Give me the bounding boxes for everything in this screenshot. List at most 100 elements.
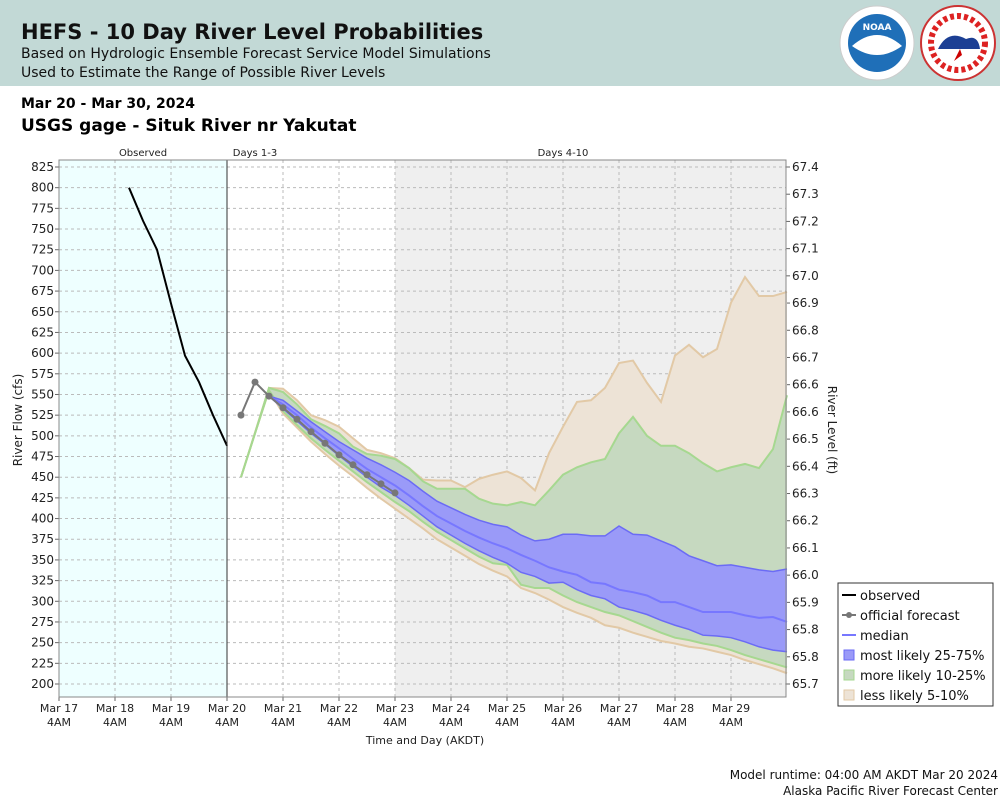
official-forecast-point: [307, 428, 315, 436]
y-right-axis-label: River Level (ft): [825, 386, 839, 474]
y-tick-label: 425: [31, 491, 54, 505]
x-tick-label-time: 4AM: [439, 716, 463, 729]
y-right-tick-label: 66.7: [792, 350, 819, 364]
y-right-tick-label: 66.5: [792, 432, 819, 446]
x-tick-label-time: 4AM: [215, 716, 239, 729]
y-right-tick-label: 66.2: [792, 514, 819, 528]
date-range: Mar 20 - Mar 30, 2024: [21, 96, 195, 112]
y-tick-label: 725: [31, 243, 54, 257]
y-tick-label: 800: [31, 181, 54, 195]
x-tick-label-time: 4AM: [383, 716, 407, 729]
x-tick-label-time: 4AM: [271, 716, 295, 729]
median-line: [268, 395, 788, 623]
page-title: HEFS - 10 Day River Level Probabilities: [21, 20, 484, 44]
y-tick-label: 200: [31, 677, 54, 691]
agency-logos: NOAA: [839, 5, 996, 81]
official-forecast-point: [251, 378, 259, 386]
legend-swatch-p25_75: [843, 649, 855, 661]
legend-label-observed: observed: [860, 589, 920, 604]
official-forecast-point: [363, 471, 371, 479]
forecast-center: Alaska Pacific River Forecast Center: [783, 784, 998, 798]
p25-line: [268, 395, 788, 653]
y-tick-label: 625: [31, 325, 54, 339]
official-forecast-point: [321, 439, 329, 447]
y-right-tick-label: 67.4: [792, 160, 819, 174]
y-tick-label: 225: [31, 656, 54, 670]
official-forecast-point: [265, 392, 273, 400]
legend-label-official: official forecast: [860, 609, 960, 624]
y-tick-label: 650: [31, 305, 54, 319]
legend-swatch-dot: [846, 612, 852, 618]
y-right-tick-label: 67.3: [792, 187, 819, 201]
y-right-tick-label: 66.8: [792, 323, 819, 337]
x-tick-label-time: 4AM: [103, 716, 127, 729]
legend-label-p10_25: more likely 10-25%: [860, 669, 986, 684]
y-right-tick-label: 66.1: [792, 541, 819, 555]
plot-frame: [58, 159, 787, 698]
x-tick-label-time: 4AM: [719, 716, 743, 729]
y-axis-label: River Flow (cfs): [11, 374, 25, 467]
official-forecast-point: [237, 411, 245, 419]
y-right-tick-label: 67.1: [792, 242, 819, 256]
y-tick-label: 600: [31, 346, 54, 360]
y-tick-label: 700: [31, 263, 54, 277]
official-forecast-point: [279, 404, 287, 412]
subtitle-line-1: Based on Hydrologic Ensemble Forecast Se…: [21, 46, 491, 62]
x-tick-label-day: Mar 18: [96, 702, 134, 715]
legend-label-median: median: [860, 629, 909, 644]
official-forecast-point: [391, 489, 399, 497]
x-tick-label-day: Mar 24: [432, 702, 470, 715]
subtitle-line-2: Used to Estimate the Range of Possible R…: [21, 65, 386, 81]
observed-period-bg: [59, 160, 227, 697]
header-banner: HEFS - 10 Day River Level Probabilities …: [0, 0, 1000, 86]
y-tick-label: 275: [31, 615, 54, 629]
p10-line: [240, 388, 788, 669]
legend-box: [837, 582, 994, 707]
period-label: Days 4-10: [538, 148, 589, 159]
y-right-tick-label: 67.2: [792, 214, 819, 228]
p5-line: [240, 387, 788, 675]
svg-text:NOAA: NOAA: [863, 23, 892, 33]
x-axis-label: Time and Day (AKDT): [365, 734, 484, 747]
y-right-tick-label: 65.8: [792, 623, 819, 637]
y-right-tick-label: 67.0: [792, 269, 819, 283]
p90-line: [240, 386, 788, 507]
y-tick-label: 500: [31, 429, 54, 443]
y-tick-label: 450: [31, 470, 54, 484]
x-tick-label-day: Mar 27: [600, 702, 638, 715]
y-right-tick-label: 66.3: [792, 487, 819, 501]
period-label: Observed: [119, 148, 167, 159]
x-tick-label-day: Mar 26: [544, 702, 582, 715]
y-tick-label: 825: [31, 160, 54, 174]
official-forecast-point: [349, 461, 357, 469]
x-tick-label-time: 4AM: [663, 716, 687, 729]
y-right-tick-label: 66.6: [792, 405, 819, 419]
model-runtime: Model runtime: 04:00 AM AKDT Mar 20 2024: [729, 768, 998, 782]
y-right-tick-label: 66.6: [792, 378, 819, 392]
period-label: Days 1-3: [233, 148, 277, 159]
y-right-tick-label: 65.7: [792, 677, 819, 691]
x-tick-label-day: Mar 17: [40, 702, 78, 715]
p75-line: [268, 395, 788, 573]
y-tick-label: 775: [31, 201, 54, 215]
y-tick-label: 750: [31, 222, 54, 236]
y-tick-label: 550: [31, 387, 54, 401]
official-forecast-point: [377, 480, 385, 488]
x-tick-label-day: Mar 25: [488, 702, 526, 715]
x-tick-label-time: 4AM: [327, 716, 351, 729]
y-tick-label: 400: [31, 512, 54, 526]
x-tick-label-time: 4AM: [607, 716, 631, 729]
x-tick-label-day: Mar 23: [376, 702, 414, 715]
x-tick-label-time: 4AM: [159, 716, 183, 729]
y-tick-label: 525: [31, 408, 54, 422]
y-tick-label: 250: [31, 636, 54, 650]
y-tick-label: 675: [31, 284, 54, 298]
x-tick-label-day: Mar 19: [152, 702, 190, 715]
y-tick-label: 300: [31, 594, 54, 608]
y-tick-label: 475: [31, 450, 54, 464]
y-right-tick-label: 66.9: [792, 296, 819, 310]
legend-label-p5_10: less likely 5-10%: [860, 689, 969, 704]
y-tick-label: 325: [31, 574, 54, 588]
y-right-tick-label: 66.0: [792, 568, 819, 582]
x-tick-label-day: Mar 21: [264, 702, 302, 715]
